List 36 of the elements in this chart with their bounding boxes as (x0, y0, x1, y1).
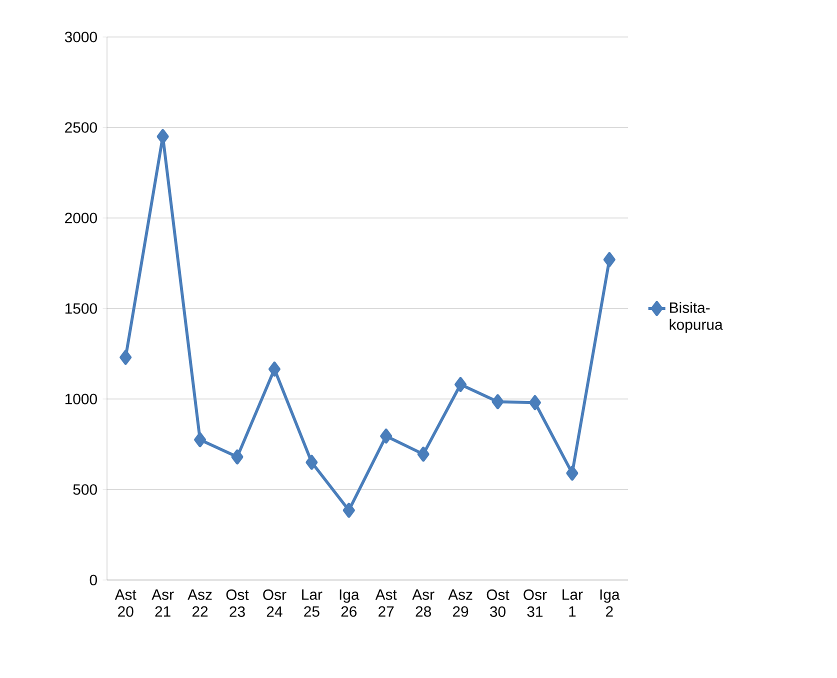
x-tick-label: Ost 23 (226, 589, 249, 617)
x-tick-label: Ast 20 (114, 589, 136, 617)
x-tick-label: Osr 24 (263, 589, 286, 617)
x-tick-label: Iga 2 (600, 589, 620, 617)
x-tick-label: Asr 21 (152, 589, 174, 617)
y-tick-label: 1000 (65, 394, 97, 404)
point (268, 362, 280, 377)
x-tick-label: Lar 1 (562, 589, 583, 617)
y-tick-label: 2500 (65, 122, 97, 133)
y-tick-label: 0 (90, 574, 97, 586)
x-tick-label: Osr 31 (524, 589, 547, 617)
x-tick-label: Iga 26 (340, 589, 360, 617)
point (156, 129, 169, 144)
point (566, 466, 578, 481)
x-tick-label: Asr 28 (412, 589, 434, 617)
x-tick-label: Ost 30 (486, 589, 510, 617)
point (342, 502, 355, 518)
y-tick-label: 1500 (65, 303, 97, 314)
x-tick-label: Ast 27 (375, 589, 397, 617)
point (231, 449, 244, 464)
point (492, 394, 504, 410)
y-tick-label: 500 (73, 484, 97, 495)
point (603, 252, 616, 268)
point (454, 377, 467, 392)
point (194, 432, 206, 448)
point (120, 350, 132, 365)
legend-label: Bisita-kopurua (670, 302, 723, 333)
y-tick-label: 2000 (65, 212, 97, 224)
x-tick-label: Asz 22 (188, 589, 212, 617)
point (528, 395, 541, 410)
x-tick-label: Asz 29 (448, 589, 472, 617)
x-tick-label: Lar 25 (302, 589, 322, 617)
point (417, 446, 430, 462)
point (306, 454, 318, 470)
y-tick-label: 3000 (64, 32, 97, 42)
point (380, 428, 392, 444)
